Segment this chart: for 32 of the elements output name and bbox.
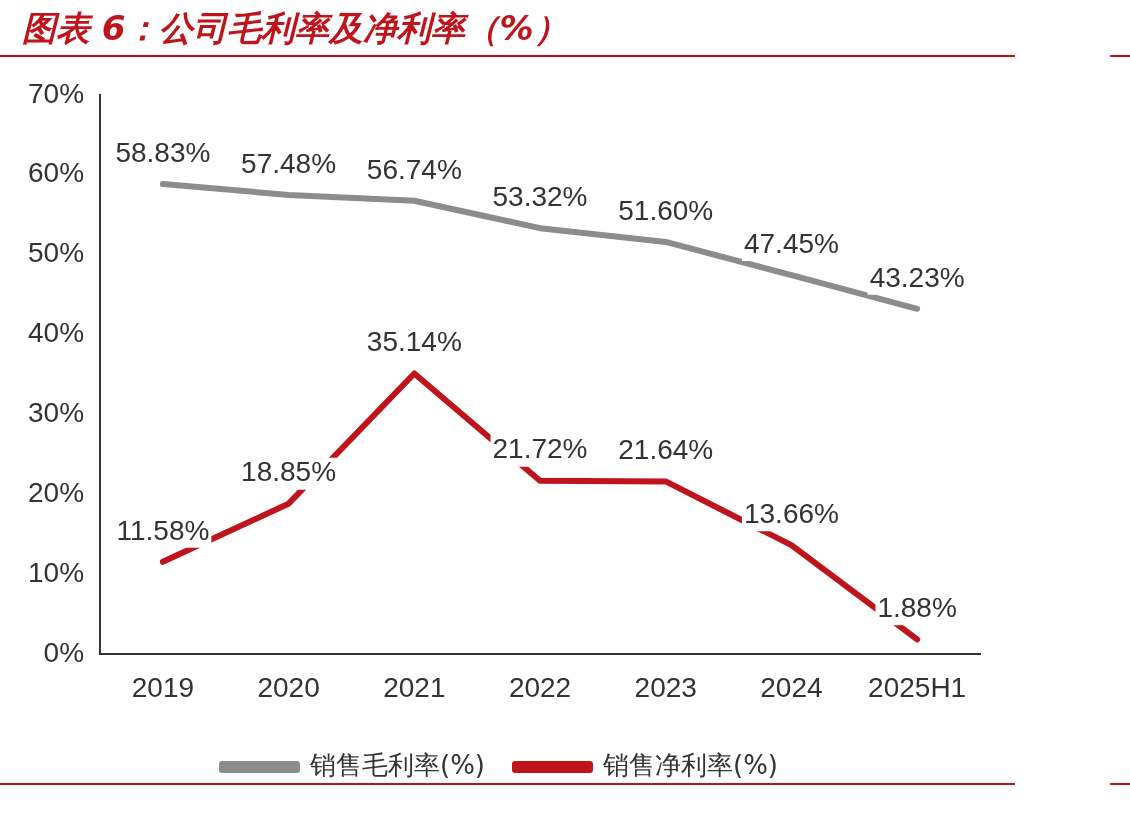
data-label: 53.32% xyxy=(492,180,588,212)
data-label: 18.85% xyxy=(241,456,337,488)
data-label: 57.48% xyxy=(241,147,337,179)
y-tick-label: 0% xyxy=(43,637,85,669)
data-label: 11.58% xyxy=(116,514,210,546)
legend-label: 销售净利率(%) xyxy=(602,749,778,780)
data-label: 47.45% xyxy=(743,227,839,259)
x-tick-label: 2021 xyxy=(383,671,446,703)
x-tick-label: 2019 xyxy=(131,671,195,703)
data-label: 21.64% xyxy=(618,434,714,466)
data-label: 13.66% xyxy=(743,497,839,529)
y-tick-label: 30% xyxy=(27,397,85,429)
data-label: 56.74% xyxy=(366,153,462,185)
data-label: 58.83% xyxy=(115,136,211,168)
y-tick-label: 50% xyxy=(27,237,85,269)
x-tick-label: 2024 xyxy=(760,671,823,703)
x-tick-label: 2022 xyxy=(508,671,572,703)
chart-title: 图表 6：公司毛利率及净利率（%） xyxy=(22,7,568,50)
data-label: 21.72% xyxy=(492,433,588,465)
y-tick-label: 40% xyxy=(27,317,85,349)
data-label: 43.23% xyxy=(869,261,965,293)
legend-label: 销售毛利率(%) xyxy=(309,749,486,780)
data-label: 1.88% xyxy=(877,592,957,624)
y-tick-label: 70% xyxy=(27,77,85,109)
x-tick-label: 2023 xyxy=(634,671,697,703)
y-tick-label: 20% xyxy=(27,477,85,509)
x-tick-label: 2025H1 xyxy=(868,671,967,703)
data-label: 35.14% xyxy=(366,326,462,358)
y-tick-label: 60% xyxy=(27,157,85,189)
x-tick-label: 2020 xyxy=(257,671,320,703)
data-label: 51.60% xyxy=(618,194,714,226)
y-tick-label: 10% xyxy=(27,557,85,589)
